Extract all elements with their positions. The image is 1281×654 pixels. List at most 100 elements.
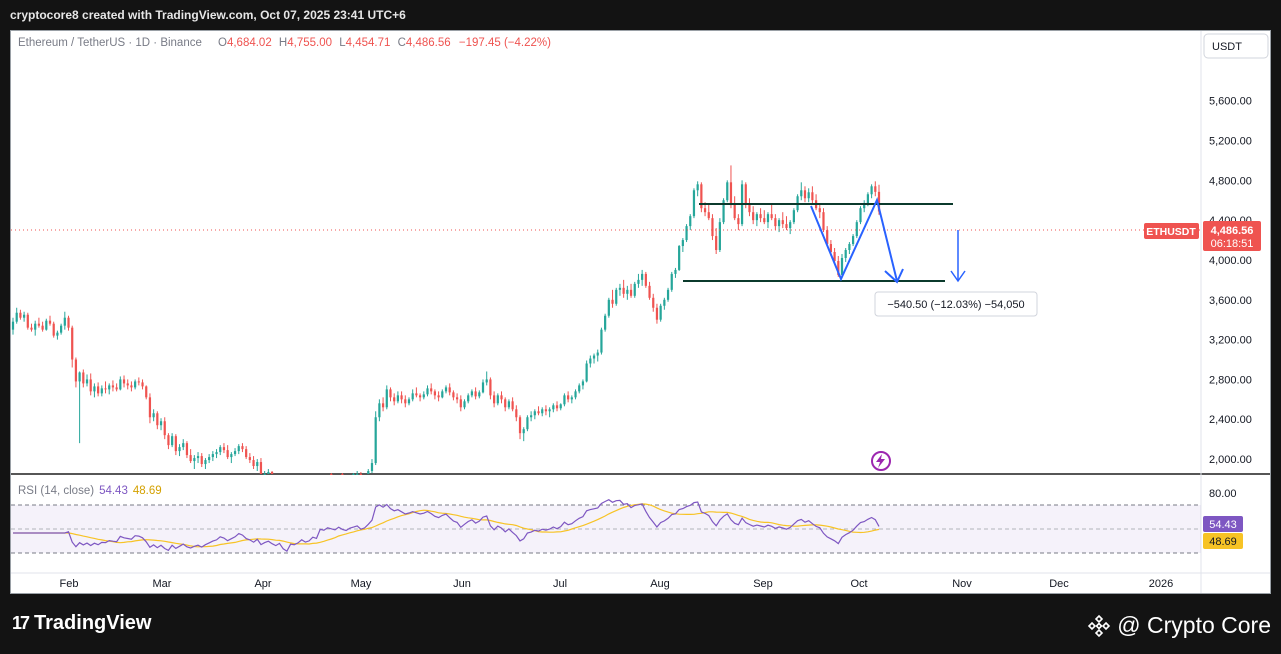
candle-body [385,389,388,408]
v-pattern-line[interactable] [810,196,898,282]
last-price-value: 4,486.56 [1211,225,1254,237]
candle-body [507,401,511,408]
candle-body [78,372,81,382]
y-tick-label: 4,800.00 [1209,175,1252,187]
candle-body [600,329,603,353]
candle-body [34,323,37,330]
candle-body [45,320,48,330]
candle-body [559,404,562,409]
candle-body [141,382,144,387]
candle-body [822,212,825,231]
close-value: 4,486.56 [406,37,451,49]
y-tick-label: 5,200.00 [1209,136,1252,148]
candle-body [174,436,177,452]
y-tick-label: 3,200.00 [1209,335,1252,347]
currency-button[interactable]: USDT [1203,33,1269,59]
candle-body [715,236,718,251]
rsi-legend: RSI (14, close) 54.43 48.69 [18,485,162,497]
candle-body [267,472,270,474]
candle-body [781,220,784,225]
candle-body [71,327,74,360]
candle-body [137,381,140,383]
candle-body [493,395,496,404]
candle-body [737,218,740,225]
candle-body [130,385,133,388]
candle-body [26,314,29,328]
x-tick-label: Jun [453,578,471,590]
candle-body [644,273,647,286]
candle-body [478,392,481,397]
candle-body [134,381,137,388]
candle-body [663,299,666,306]
candle-body [422,394,425,398]
candle-body [330,474,333,475]
candle-body [115,387,118,390]
low-value: 4,454.71 [346,37,391,49]
rsi-line [13,499,880,553]
candle-body [230,454,233,458]
candle-body [211,454,214,458]
measure-tooltip: −540.50 (−12.03%) −54,050 [874,291,1038,317]
time-axis[interactable]: Feb Mar Apr May Jun Jul Aug Sep Oct Nov Dec 2026 [60,578,1174,590]
candle-body [748,204,751,213]
tradingview-logo-icon: 17 [12,613,30,633]
measure-label: −540.50 (−12.03%) −54,050 [887,299,1024,311]
candle-body [89,379,92,392]
candle-body [670,273,673,290]
candle-body [245,449,248,458]
rsi-ma-tag [1203,533,1243,549]
candle-body [581,381,585,386]
candle-body [82,372,85,384]
candle-body [722,200,725,223]
candle-body [629,289,633,296]
tradingview-logo[interactable]: 17 TradingView [12,612,151,635]
candle-body [252,460,255,467]
candle-body [859,208,862,223]
price-chart[interactable]: Ethereum / TetherUS · 1D · Binance O4,68… [11,31,1270,593]
lightning-icon[interactable] [871,451,891,471]
candle-body [866,194,870,205]
candle-body [800,190,803,197]
candle-body [818,208,821,213]
y-tick-label: 5,600.00 [1209,96,1252,108]
candle-body [237,446,240,452]
candle-body [159,421,163,426]
candle-body [840,257,844,275]
candle-body [171,436,174,446]
open-value: 4,684.02 [227,37,272,49]
candle-body [752,212,755,221]
candle-body [877,191,881,212]
high-value: 4,755.00 [287,37,332,49]
candle-body [100,388,103,394]
candle-body [185,443,189,456]
candle-body [681,240,684,247]
candle-body [618,287,622,290]
currency-button-label[interactable]: USDT [1212,41,1242,53]
candle-body [474,391,477,397]
candle-body [256,462,259,467]
candle-body [74,359,78,382]
candle-body [789,222,792,229]
candle-body [518,417,522,434]
candle-body [452,392,455,398]
close-label: C [398,37,406,49]
candle-body [526,417,529,430]
candle-body [167,435,170,446]
candle-body [56,332,59,336]
rsi-legend-ma: 48.69 [133,485,162,497]
candle-body [548,409,551,412]
candle-body [500,395,503,400]
candle-body [570,397,573,400]
candle-body [48,320,52,324]
candle-body [689,216,692,227]
candle-body [433,391,437,396]
candle-body [678,246,681,270]
ticker-tag: ETHUSDT [1146,226,1196,238]
footer-bar: 17 TradingView @ Crypto Core [0,595,1281,654]
y-tick-label: 3,600.00 [1209,295,1252,307]
candle-body [703,208,707,213]
rsi-pane[interactable]: RSI (14, close) 54.43 48.69 80.00 54.43 48… [11,485,1243,554]
candle-body [370,463,374,472]
price-axis[interactable]: 5,600.005,200.004,800.004,400.004,000.00… [1209,96,1252,466]
candle-body [430,388,433,392]
